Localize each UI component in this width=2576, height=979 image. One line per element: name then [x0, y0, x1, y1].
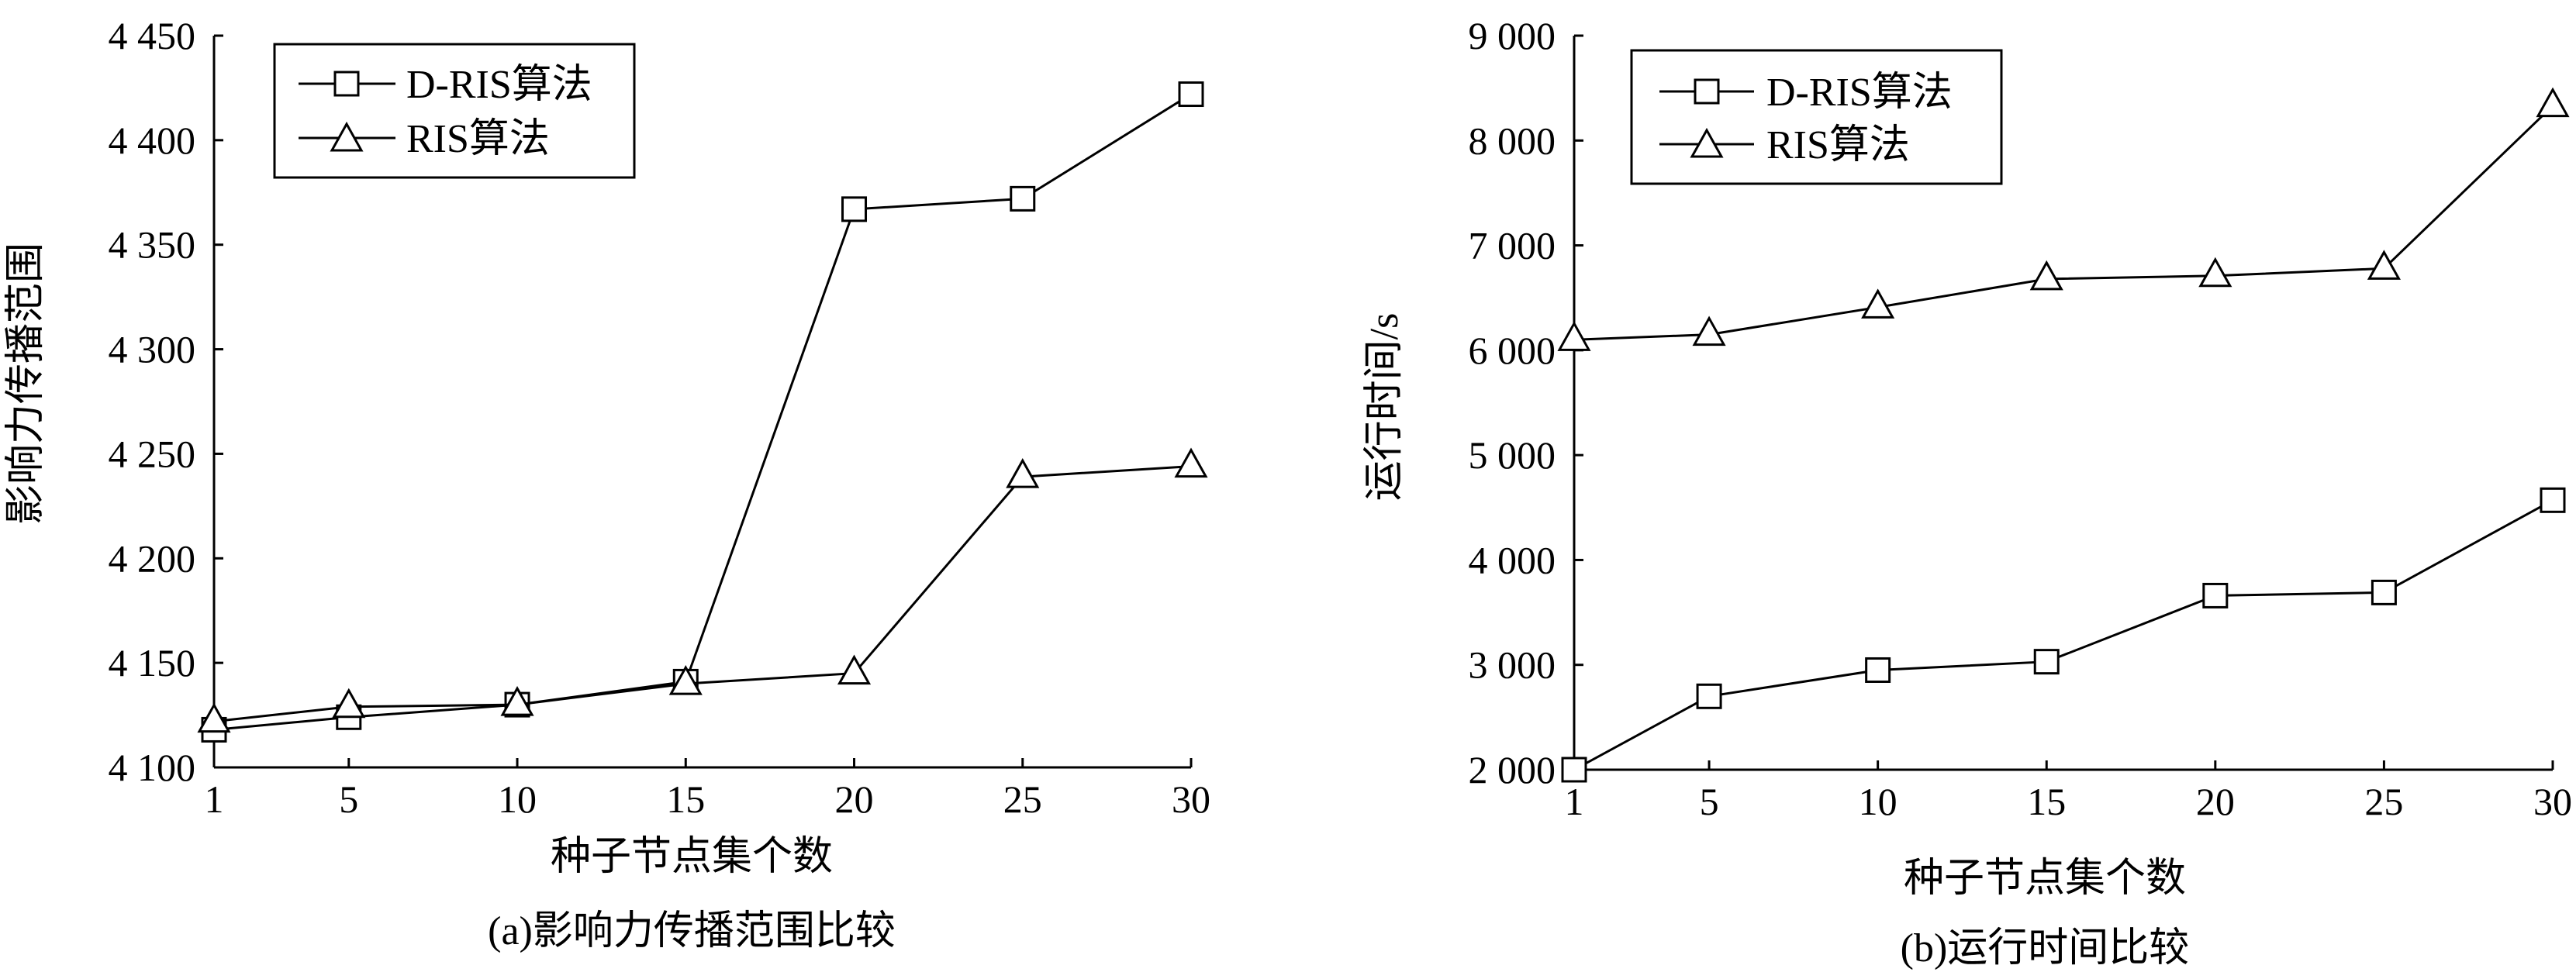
data-point-square-a — [1178, 81, 1204, 108]
y-tick-label-a: 4 250 — [109, 432, 196, 475]
y-tick-label-a: 4 300 — [109, 328, 196, 371]
x-tick-label-a: 30 — [1172, 777, 1210, 821]
y-tick-label-a: 4 200 — [109, 536, 196, 580]
y-tick-label-a: 4 150 — [109, 641, 196, 684]
x-tick-label-a: 20 — [835, 777, 874, 821]
x-tick-label-a: 1 — [205, 777, 224, 821]
legend-marker-b-0 — [1694, 78, 1720, 105]
y-tick-label-b: 9 000 — [1469, 14, 1556, 57]
caption-a: (a)影响力传播范围比较 — [488, 909, 896, 953]
y-tick-label-b: 3 000 — [1469, 643, 1556, 687]
legend-item-a-1: RIS算法 — [299, 117, 550, 161]
caption-b: (b)运行时间比较 — [1901, 926, 2190, 970]
series-line-b-0 — [1573, 498, 2554, 771]
y-tick-label-b: 2 000 — [1469, 748, 1556, 791]
axes-a — [212, 36, 1191, 769]
data-point-triangle-b — [2198, 257, 2232, 288]
x-tick-label-b: 5 — [1700, 780, 1719, 823]
data-point-triangle-a — [1174, 447, 1208, 478]
y-tick-label-b: 4 000 — [1469, 538, 1556, 581]
legend-box-a — [273, 43, 636, 179]
x-tick-label-a: 10 — [498, 777, 537, 821]
x-tick-label-b: 15 — [2027, 780, 2066, 823]
series-line-a-1 — [213, 465, 1192, 723]
data-point-triangle-a — [1006, 458, 1040, 488]
x-tick-label-a: 5 — [339, 777, 358, 821]
data-point-triangle-b — [2367, 250, 2401, 280]
legend-label-b-0: D-RIS算法 — [1766, 71, 1953, 115]
data-point-square-a — [841, 196, 868, 222]
data-point-square-b — [2371, 579, 2397, 605]
data-point-triangle-a — [197, 702, 231, 733]
x-tick-label-b: 25 — [2364, 780, 2403, 823]
y-tick-label-b: 6 000 — [1469, 329, 1556, 372]
y-tick-label-a: 4 400 — [109, 119, 196, 162]
data-point-triangle-b — [1557, 321, 1591, 351]
data-point-triangle-a — [332, 688, 366, 719]
y-tick-label-b: 7 000 — [1469, 224, 1556, 267]
legend-item-b-1: RIS算法 — [1659, 123, 1910, 167]
data-point-square-b — [2033, 649, 2060, 675]
x-tick-label-b: 20 — [2196, 780, 2235, 823]
data-point-square-b — [1696, 683, 1722, 709]
y-tick-label-b: 5 000 — [1469, 433, 1556, 477]
data-point-triangle-b — [2029, 260, 2063, 291]
y-tick-label-a: 4 450 — [109, 14, 196, 57]
x-tick-label-a: 25 — [1003, 777, 1042, 821]
series-a — [197, 81, 1208, 743]
y-tick-label-a: 4 350 — [109, 223, 196, 267]
legend-marker-b-1 — [1690, 127, 1724, 158]
series-line-a-0 — [213, 93, 1192, 731]
data-point-triangle-b — [1692, 315, 1726, 346]
legend-label-b-1: RIS算法 — [1766, 123, 1910, 167]
data-point-square-b — [1865, 657, 1891, 683]
data-point-square-a — [1010, 185, 1036, 212]
legend-label-a-1: RIS算法 — [406, 117, 550, 161]
legend-marker-a-1 — [330, 121, 364, 152]
data-point-triangle-b — [2536, 87, 2570, 118]
data-point-triangle-a — [500, 686, 534, 716]
data-point-triangle-a — [837, 654, 872, 685]
legend-label-a-0: D-RIS算法 — [406, 63, 592, 107]
legend-marker-a-0 — [333, 71, 360, 97]
data-point-triangle-b — [1861, 288, 1895, 319]
x-axis-label-a: 种子节点集个数 — [551, 835, 833, 879]
legend-item-a-0: D-RIS算法 — [299, 63, 592, 107]
y-tick-label-b: 8 000 — [1469, 119, 1556, 162]
legend-b: D-RIS算法 RIS算法 — [1630, 49, 2003, 185]
x-axis-label-b: 种子节点集个数 — [1904, 857, 2186, 901]
x-tick-label-a: 15 — [666, 777, 705, 821]
y-axis-label-a: 影响力传播范围 — [4, 243, 48, 525]
series-b — [1557, 87, 2570, 783]
data-point-square-b — [2540, 487, 2566, 513]
data-point-square-b — [1561, 757, 1587, 783]
data-point-triangle-a — [668, 665, 703, 695]
x-tick-label-b: 1 — [1565, 780, 1584, 823]
x-tick-label-b: 30 — [2533, 780, 2572, 823]
data-point-square-b — [2202, 582, 2229, 608]
y-axis-label-b: 运行时间/s — [1362, 313, 1407, 502]
legend-box-b — [1630, 49, 2003, 185]
legend-item-b-0: D-RIS算法 — [1659, 71, 1953, 115]
y-tick-label-a: 4 100 — [109, 746, 196, 789]
axes-b — [1573, 36, 2553, 771]
legend-a: D-RIS算法 RIS算法 — [273, 43, 636, 179]
x-tick-label-b: 10 — [1859, 780, 1897, 823]
